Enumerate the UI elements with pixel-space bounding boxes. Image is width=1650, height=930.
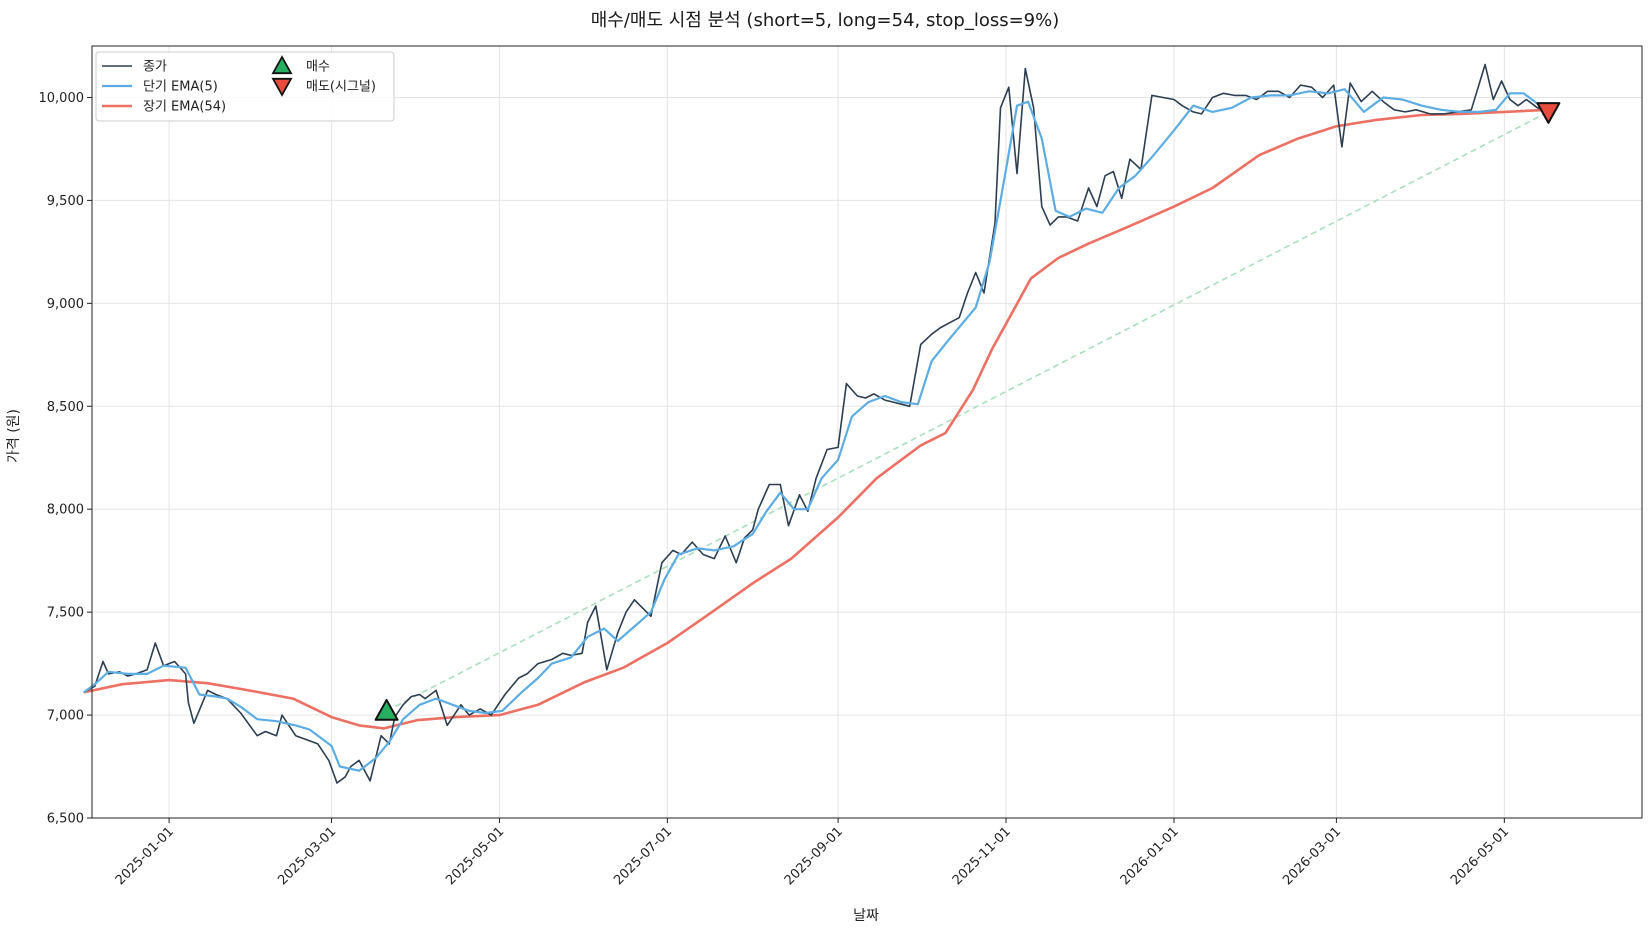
trade-line-layer	[386, 111, 1549, 712]
series-line-close	[83, 63, 1549, 784]
legend-label: 장기 EMA(54)	[143, 100, 226, 115]
x-tick-label: 2025-07-01	[611, 824, 675, 888]
x-tick-label: 2026-03-01	[1280, 824, 1344, 888]
y-axis-label: 가격 (원)	[6, 409, 22, 463]
y-axis: 6,500 7,000 7,500 8,000 8,500 9,000 9,500 10,00…	[39, 91, 92, 827]
series-line-long-ema	[83, 108, 1549, 730]
x-tick-label: 2025-05-01	[443, 824, 507, 888]
legend-box	[95, 51, 395, 122]
y-tick-label: 8,000	[47, 503, 84, 518]
legend-label: 종가	[143, 60, 167, 75]
legend-swatch-buy	[271, 55, 293, 75]
y-tick-label: 9,000	[47, 297, 84, 312]
y-tick-label: 8,500	[47, 400, 84, 415]
plot-frame	[91, 45, 1643, 819]
legend-label: 단기 EMA(5)	[143, 80, 218, 95]
marker-layer	[374, 102, 1561, 721]
y-tick-label: 7,500	[47, 606, 84, 621]
x-axis: 2025-01-01 2025-03-01 2025-05-01 2025-07-01…	[113, 818, 1512, 888]
series-layer	[83, 63, 1549, 784]
sell-marker	[1536, 102, 1561, 124]
buy-marker	[374, 698, 399, 721]
grid	[92, 46, 1642, 819]
legend-label: 매수	[306, 60, 330, 75]
y-tick-label: 6,500	[47, 812, 84, 827]
x-tick-label: 2026-05-01	[1448, 824, 1512, 888]
y-tick-label: 7,000	[47, 709, 84, 724]
trade-line	[386, 111, 1549, 712]
x-axis-label: 날짜	[853, 908, 879, 924]
x-tick-label: 2026-01-01	[1118, 824, 1182, 888]
chart-title: 매수/매도 시점 분석 (short=5, long=54, stop_loss…	[591, 10, 1060, 31]
x-tick-label: 2025-11-01	[950, 824, 1014, 888]
x-tick-label: 2025-09-01	[782, 824, 846, 888]
legend-swatch-sell	[271, 77, 293, 97]
series-line-short-ema	[83, 88, 1549, 772]
y-tick-label: 9,500	[47, 194, 84, 209]
y-tick-label: 10,000	[39, 91, 85, 106]
x-tick-label: 2025-01-01	[113, 824, 177, 888]
x-tick-label: 2025-03-01	[275, 824, 339, 888]
legend-label: 매도(시그널)	[306, 80, 376, 95]
